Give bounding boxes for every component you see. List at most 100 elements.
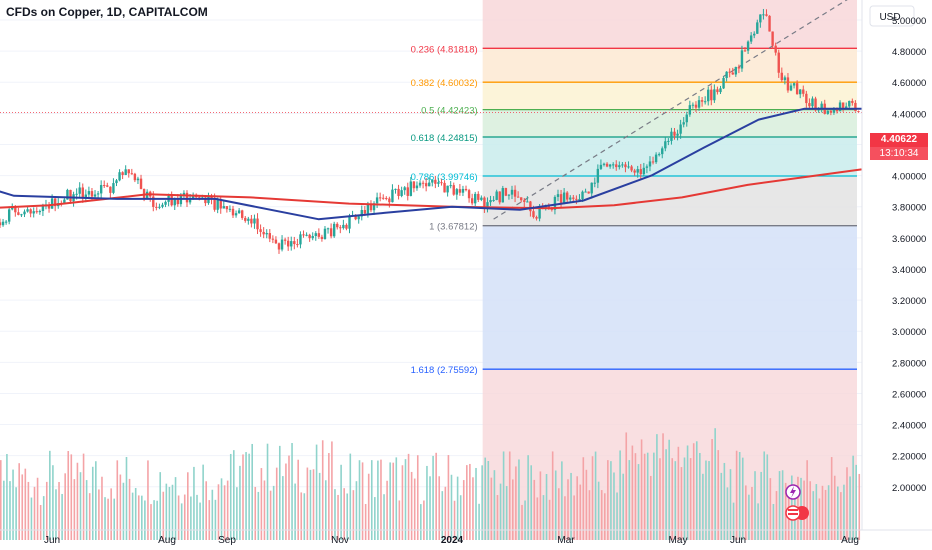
candle-body bbox=[516, 196, 520, 198]
volume-bar bbox=[830, 457, 833, 540]
volume-bar bbox=[33, 486, 36, 540]
candle-body bbox=[697, 100, 701, 108]
candle-body bbox=[799, 89, 802, 95]
candle-body bbox=[103, 185, 106, 187]
candle-body bbox=[127, 169, 130, 174]
price-tick-label: 4.80000 bbox=[892, 47, 926, 58]
volume-bar bbox=[119, 474, 122, 540]
price-tick-label: 5.00000 bbox=[892, 16, 926, 27]
volume-bar bbox=[567, 479, 569, 540]
volume-bar bbox=[763, 451, 766, 540]
volume-bar bbox=[656, 434, 658, 540]
volume-bar bbox=[441, 491, 444, 540]
candle-body bbox=[710, 89, 713, 101]
candle-body bbox=[449, 185, 452, 187]
volume-bar bbox=[285, 463, 287, 540]
volume-bar bbox=[3, 480, 5, 540]
volume-bar bbox=[827, 485, 830, 540]
volume-bar bbox=[766, 454, 769, 540]
volume-bar bbox=[634, 453, 637, 540]
candle-body bbox=[673, 131, 676, 136]
volume-bar bbox=[27, 481, 30, 540]
candle-body bbox=[694, 104, 698, 108]
candle-body bbox=[771, 31, 774, 46]
time-tick-label: Sep bbox=[218, 535, 236, 546]
candle-body bbox=[118, 172, 121, 181]
volume-bar bbox=[653, 452, 655, 540]
candle-body bbox=[256, 218, 259, 230]
volume-bar bbox=[818, 498, 821, 540]
candle-body bbox=[20, 214, 23, 216]
volume-bar bbox=[202, 464, 204, 540]
volume-bar bbox=[70, 454, 73, 540]
volume-bar bbox=[0, 460, 2, 540]
candle-body bbox=[627, 166, 630, 168]
volume-bar bbox=[420, 504, 422, 540]
candle-body bbox=[455, 189, 459, 195]
candle-body bbox=[461, 188, 465, 193]
volume-bar bbox=[751, 486, 753, 540]
volume-bar bbox=[505, 486, 508, 540]
candle-body bbox=[394, 188, 397, 190]
candle-body bbox=[642, 167, 646, 175]
volume-bar bbox=[597, 481, 600, 540]
volume-bar bbox=[36, 477, 39, 540]
candle-body bbox=[354, 215, 357, 220]
candle-body bbox=[532, 211, 535, 218]
volume-bar bbox=[778, 471, 781, 540]
volume-bar bbox=[153, 500, 155, 540]
candle-body bbox=[615, 164, 618, 168]
candle-body bbox=[228, 208, 232, 210]
candle-body bbox=[106, 185, 109, 187]
candle-body bbox=[584, 191, 587, 193]
candle-body bbox=[357, 216, 360, 220]
volume-bar bbox=[407, 453, 410, 540]
time-tick-label: Mar bbox=[557, 535, 575, 546]
price-tick-label: 4.00000 bbox=[892, 172, 926, 183]
candle-body bbox=[483, 197, 486, 209]
volume-bar bbox=[282, 476, 284, 540]
volume-bar bbox=[447, 455, 450, 540]
candle-body bbox=[725, 71, 728, 78]
volume-bar bbox=[395, 457, 398, 540]
candle-body bbox=[283, 239, 287, 241]
volume-bar bbox=[809, 481, 812, 540]
candle-body bbox=[219, 199, 222, 209]
volume-bar bbox=[496, 495, 499, 540]
time-tick-label: Aug bbox=[841, 535, 859, 546]
candle-body bbox=[838, 102, 842, 112]
price-tick-label: 3.60000 bbox=[892, 234, 926, 245]
candle-body bbox=[265, 233, 268, 235]
candle-body bbox=[814, 98, 817, 111]
candle-body bbox=[572, 197, 575, 199]
volume-bar bbox=[156, 500, 158, 540]
volume-bar bbox=[806, 460, 808, 540]
volume-bar bbox=[726, 487, 729, 540]
volume-bar bbox=[144, 500, 146, 540]
candle-body bbox=[569, 197, 572, 200]
volume-bar bbox=[849, 476, 851, 540]
volume-bar bbox=[646, 452, 649, 540]
volume-bar bbox=[85, 480, 88, 540]
candle-body bbox=[87, 191, 91, 195]
candle-body bbox=[320, 236, 324, 240]
volume-bar bbox=[251, 443, 253, 540]
candle-body bbox=[857, 111, 860, 113]
price-tick-label: 2.80000 bbox=[892, 358, 926, 369]
candle-body bbox=[339, 227, 342, 229]
time-tick-label: Nov bbox=[331, 535, 349, 546]
volume-bar bbox=[150, 504, 152, 540]
volume-bar bbox=[588, 490, 591, 540]
candle-body bbox=[765, 14, 768, 16]
candle-body bbox=[749, 35, 753, 42]
volume-bar bbox=[484, 457, 487, 540]
volume-bar bbox=[288, 455, 290, 540]
candle-body bbox=[99, 185, 103, 194]
candle-body bbox=[841, 102, 845, 108]
volume-bar bbox=[297, 459, 299, 540]
candle-body bbox=[682, 122, 685, 125]
volume-bar bbox=[435, 452, 437, 540]
candle-body bbox=[185, 192, 189, 203]
candle-body bbox=[575, 198, 578, 200]
